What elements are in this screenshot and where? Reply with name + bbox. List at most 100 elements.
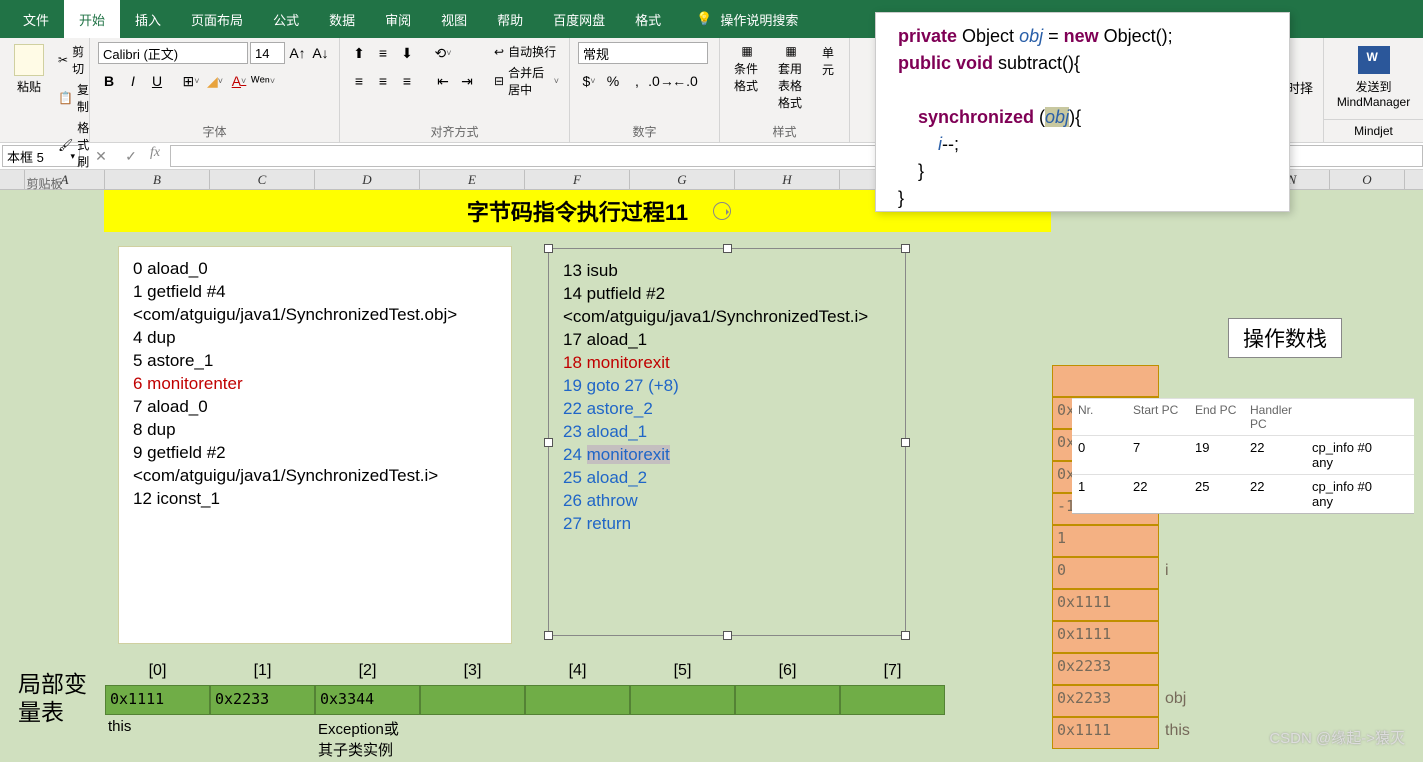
operand-cell: 0x2233 bbox=[1052, 653, 1159, 685]
align-top-icon[interactable]: ⬆ bbox=[348, 42, 370, 64]
resize-handle[interactable] bbox=[901, 244, 910, 253]
resize-handle[interactable] bbox=[901, 631, 910, 640]
bytecode-line: <com/atguigu/java1/SynchronizedTest.i> bbox=[133, 464, 497, 487]
bytecode-line: 7 aload_0 bbox=[133, 395, 497, 418]
resize-handle[interactable] bbox=[901, 438, 910, 447]
worksheet-area[interactable]: 字节码指令执行过程11 0 aload_01 getfield #4<com/a… bbox=[0, 190, 1423, 762]
tab-数据[interactable]: 数据 bbox=[314, 0, 370, 39]
lvt-note bbox=[420, 718, 525, 760]
resize-handle[interactable] bbox=[544, 438, 553, 447]
operand-label: i bbox=[1165, 562, 1169, 580]
align-center-icon[interactable]: ≡ bbox=[372, 70, 394, 92]
number-format-select[interactable] bbox=[578, 42, 708, 64]
tab-帮助[interactable]: 帮助 bbox=[482, 0, 538, 39]
mindjet-brand-label: Mindjet bbox=[1324, 119, 1423, 138]
operand-label: this bbox=[1165, 722, 1190, 740]
mindmanager-icon[interactable] bbox=[1358, 46, 1390, 74]
lightbulb-icon: 💡 bbox=[696, 11, 712, 27]
decrease-font-icon[interactable]: A↓ bbox=[310, 42, 331, 64]
lvt-index: [4] bbox=[525, 662, 630, 680]
align-left-icon[interactable]: ≡ bbox=[348, 70, 370, 92]
format-painter-button[interactable]: 🖌格式刷 bbox=[56, 118, 91, 171]
dec-decimal-icon[interactable]: ←.0 bbox=[674, 70, 696, 92]
copy-button[interactable]: 📋复制 bbox=[56, 80, 91, 116]
col-header-E[interactable]: E bbox=[420, 170, 525, 189]
col-header-G[interactable]: G bbox=[630, 170, 735, 189]
rotate-handle-icon[interactable] bbox=[713, 202, 731, 220]
indent-inc-icon[interactable]: ⇥ bbox=[456, 70, 478, 92]
lvt-cell bbox=[420, 685, 525, 715]
resize-handle[interactable] bbox=[544, 244, 553, 253]
bytecode-right-box[interactable]: 13 isub14 putfield #2<com/atguigu/java1/… bbox=[548, 248, 906, 636]
fill-color-button[interactable]: ◢ bbox=[204, 70, 226, 92]
col-header-B[interactable]: B bbox=[105, 170, 210, 189]
wrap-text-button[interactable]: ↩自动换行 bbox=[492, 42, 561, 61]
percent-icon[interactable]: % bbox=[602, 70, 624, 92]
accept-formula-icon[interactable]: ✓ bbox=[120, 145, 142, 167]
underline-button[interactable]: U bbox=[146, 70, 168, 92]
resize-handle[interactable] bbox=[723, 244, 732, 253]
align-middle-icon[interactable]: ≡ bbox=[372, 42, 394, 64]
exc-cell: 22 bbox=[1244, 436, 1306, 474]
currency-icon[interactable]: $ bbox=[578, 70, 600, 92]
lvt-index: [6] bbox=[735, 662, 840, 680]
col-header-C[interactable]: C bbox=[210, 170, 315, 189]
border-button[interactable]: ⊞ bbox=[180, 70, 202, 92]
merge-icon: ⊟ bbox=[494, 74, 504, 88]
tab-页面布局[interactable]: 页面布局 bbox=[176, 0, 258, 39]
operand-cell: 0x1111this bbox=[1052, 717, 1159, 749]
bytecode-line: 14 putfield #2 bbox=[563, 282, 891, 305]
lvt-index: [0] bbox=[105, 662, 210, 680]
tab-公式[interactable]: 公式 bbox=[258, 0, 314, 39]
fx-icon[interactable]: fx bbox=[150, 145, 160, 167]
tab-插入[interactable]: 插入 bbox=[120, 0, 176, 39]
lvt-note bbox=[210, 718, 315, 760]
font-color-button[interactable]: A bbox=[228, 70, 250, 92]
inc-decimal-icon[interactable]: .0→ bbox=[650, 70, 672, 92]
col-header-F[interactable]: F bbox=[525, 170, 630, 189]
cell-styles-button[interactable]: 单元 bbox=[816, 42, 841, 113]
exc-cell: 22 bbox=[1244, 475, 1306, 513]
col-header-D[interactable]: D bbox=[315, 170, 420, 189]
brush-icon: 🖌 bbox=[58, 138, 73, 152]
cancel-formula-icon[interactable]: ✕ bbox=[90, 145, 112, 167]
group-styles: ▦条件格式 ▦套用 表格格式 单元 样式 bbox=[720, 38, 850, 142]
merge-button[interactable]: ⊟合并后居中 bbox=[492, 63, 561, 99]
font-size-select[interactable] bbox=[250, 42, 285, 64]
tab-审阅[interactable]: 审阅 bbox=[370, 0, 426, 39]
group-clipboard: 粘贴 ✂剪切 📋复制 🖌格式刷 剪贴板 bbox=[0, 38, 90, 142]
lvt-index: [7] bbox=[840, 662, 945, 680]
scissors-icon: ✂ bbox=[58, 53, 68, 67]
tab-百度网盘[interactable]: 百度网盘 bbox=[538, 0, 620, 39]
align-right-icon[interactable]: ≡ bbox=[396, 70, 418, 92]
bytecode-line: 19 goto 27 (+8) bbox=[563, 374, 891, 397]
align-bottom-icon[interactable]: ⬇ bbox=[396, 42, 418, 64]
paste-button[interactable]: 粘贴 bbox=[8, 42, 50, 171]
bold-button[interactable]: B bbox=[98, 70, 120, 92]
resize-handle[interactable] bbox=[723, 631, 732, 640]
tab-文件[interactable]: 文件 bbox=[8, 0, 64, 39]
operand-cell: 1 bbox=[1052, 525, 1159, 557]
orientation-icon[interactable]: ⟲ bbox=[432, 42, 454, 64]
conditional-format-button[interactable]: ▦条件格式 bbox=[728, 42, 766, 113]
mindjet-send-label: 发送到 bbox=[1324, 78, 1423, 95]
bytecode-line: 25 aload_2 bbox=[563, 466, 891, 489]
bytecode-line: 23 aload_1 bbox=[563, 420, 891, 443]
col-header-H[interactable]: H bbox=[735, 170, 840, 189]
format-as-table-button[interactable]: ▦套用 表格格式 bbox=[772, 42, 810, 113]
lvt-title: 局部变 量表 bbox=[18, 670, 87, 726]
tell-me-search[interactable]: 💡 操作说明搜索 bbox=[696, 10, 798, 29]
tab-视图[interactable]: 视图 bbox=[426, 0, 482, 39]
col-header-O[interactable]: O bbox=[1330, 170, 1405, 189]
resize-handle[interactable] bbox=[544, 631, 553, 640]
tab-开始[interactable]: 开始 bbox=[64, 0, 120, 39]
exc-cell: 1 bbox=[1072, 475, 1127, 513]
phonetic-button[interactable]: ᵂᵉⁿ bbox=[252, 70, 274, 92]
tab-格式[interactable]: 格式 bbox=[620, 0, 676, 39]
cut-button[interactable]: ✂剪切 bbox=[56, 42, 91, 78]
font-name-select[interactable] bbox=[98, 42, 248, 64]
comma-icon[interactable]: , bbox=[626, 70, 648, 92]
indent-dec-icon[interactable]: ⇤ bbox=[432, 70, 454, 92]
increase-font-icon[interactable]: A↑ bbox=[287, 42, 308, 64]
italic-button[interactable]: I bbox=[122, 70, 144, 92]
